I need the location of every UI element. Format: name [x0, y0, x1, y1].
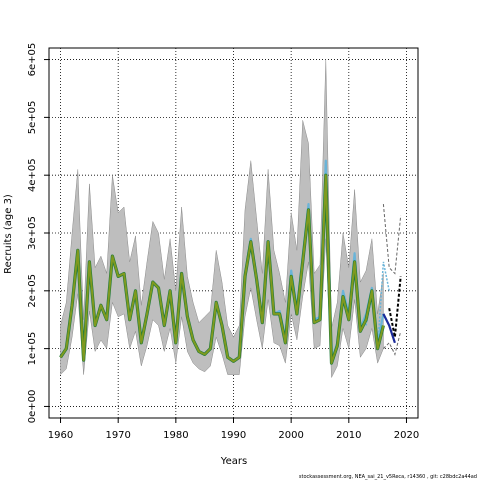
forecast-ci-upper [382, 204, 402, 275]
y-axis: 0e+00 1e+05 2e+05 3e+05 4e+05 5e+05 6e+05 [27, 43, 49, 423]
y-axis-title: Recruits (age 3) [3, 194, 14, 274]
y-tick-label: 4e+05 [27, 158, 38, 192]
confidence-band-layer [60, 59, 402, 379]
y-tick-label: 5e+05 [27, 101, 38, 135]
x-tick-label: 2020 [394, 430, 419, 441]
footer-credit: stockassessment.org, NEA_sai_21_v5Reca, … [299, 474, 477, 480]
x-tick-label: 1990 [221, 430, 246, 441]
series-line-forecast [388, 276, 402, 338]
x-tick-label: 1960 [48, 430, 73, 441]
y-tick-label: 1e+05 [27, 332, 38, 366]
x-tick-label: 1980 [163, 430, 188, 441]
x-axis: 1960 1970 1980 1990 2000 2010 2020 [48, 418, 419, 441]
y-tick-label: 6e+05 [27, 43, 38, 77]
series-line-blue [382, 313, 396, 344]
y-tick-label: 2e+05 [27, 274, 38, 308]
y-tick-label: 3e+05 [27, 216, 38, 250]
x-tick-label: 2000 [278, 430, 303, 441]
y-tick-label: 0e+00 [27, 390, 38, 424]
series-line-main [59, 174, 385, 365]
x-tick-label: 1970 [105, 430, 130, 441]
series-line-layer [59, 159, 402, 365]
x-axis-title: Years [220, 456, 247, 467]
x-tick-label: 2010 [336, 430, 361, 441]
